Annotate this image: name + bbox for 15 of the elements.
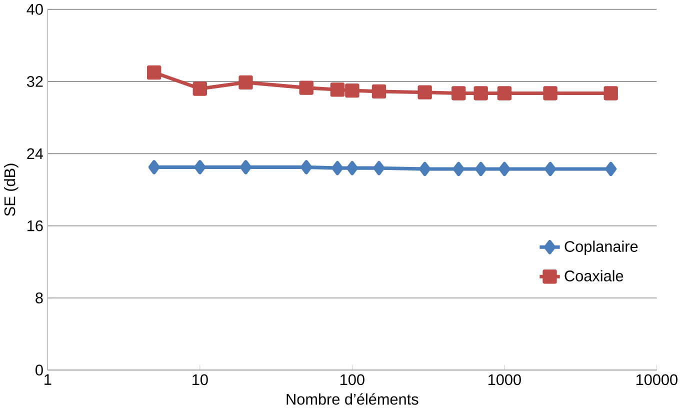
x-tick-label: 10000 <box>636 374 678 386</box>
y-tick-label: 32 <box>26 76 43 88</box>
y-tick-label: 16 <box>28 220 43 232</box>
y-tick-label: 8 <box>36 292 43 304</box>
x-tick-label: 100 <box>340 374 364 386</box>
legend-label: Coaxiale <box>564 270 624 282</box>
x-tick-label: 1 <box>44 374 52 385</box>
legend-label: Coplanaire <box>564 240 638 256</box>
x-tick-label: 1000 <box>488 374 521 386</box>
y-axis-title: SE (dB) <box>4 164 18 216</box>
x-axis-title: Nombre d’éléments <box>286 393 418 405</box>
x-tick-label: 10 <box>192 374 208 386</box>
y-tick-label: 0 <box>36 364 43 376</box>
y-tick-label: 40 <box>26 4 43 15</box>
y-tick-label: 24 <box>27 148 44 160</box>
